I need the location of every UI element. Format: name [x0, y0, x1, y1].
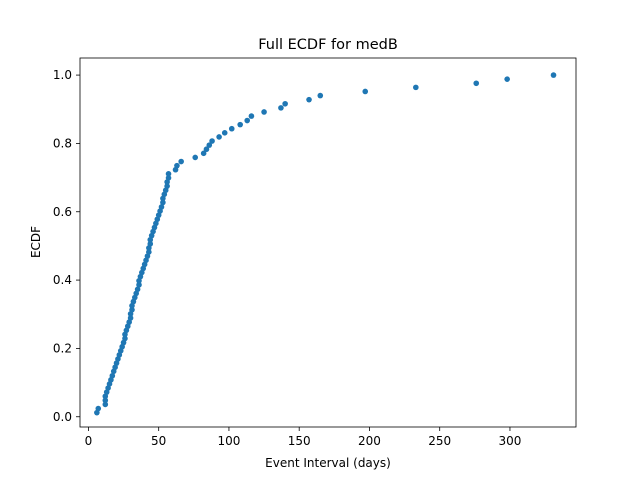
data-point [165, 171, 172, 177]
data-point [102, 401, 109, 408]
data-point [228, 125, 235, 132]
data-points [94, 72, 557, 416]
data-point [134, 286, 141, 293]
y-tick-label: 0.8 [53, 136, 72, 150]
data-point [244, 117, 251, 124]
data-point [158, 204, 165, 210]
y-tick-label: 1.0 [53, 68, 72, 82]
y-axis: 0.0 0.2 0.4 0.6 0.8 1.0 [53, 68, 80, 424]
data-point [136, 282, 142, 288]
data-point [216, 134, 222, 140]
y-tick-label: 0.0 [53, 410, 72, 424]
y-tick-label: 0.6 [53, 205, 72, 219]
x-axis: 0 50 100 150 200 250 300 [85, 427, 522, 448]
x-tick-label: 150 [288, 434, 311, 448]
x-axis-label: Event Interval (days) [265, 456, 391, 470]
y-tick-label: 0.4 [53, 273, 72, 287]
y-tick-label: 0.2 [53, 341, 72, 355]
data-point [127, 315, 134, 321]
data-point [550, 72, 557, 78]
data-point [174, 162, 180, 169]
data-point [102, 397, 109, 404]
data-point [164, 183, 170, 189]
data-point [146, 249, 152, 255]
data-point [504, 76, 510, 82]
data-point [95, 405, 102, 412]
data-point [178, 158, 184, 165]
x-tick-label: 100 [217, 434, 240, 448]
data-point [129, 307, 135, 313]
data-point [473, 80, 480, 87]
data-point [362, 88, 369, 95]
data-point [317, 92, 324, 99]
data-point [165, 175, 172, 181]
x-tick-label: 300 [499, 434, 522, 448]
x-tick-label: 250 [428, 434, 451, 448]
y-axis-label: ECDF [29, 226, 43, 258]
x-tick-label: 0 [85, 434, 93, 448]
data-point [203, 146, 210, 153]
data-point [261, 109, 267, 115]
data-point [192, 154, 199, 161]
x-tick-label: 50 [151, 434, 166, 448]
data-point [209, 138, 215, 144]
data-point [221, 130, 228, 136]
data-point [147, 241, 154, 247]
data-point [248, 113, 255, 119]
chart-title: Full ECDF for medB [258, 37, 398, 53]
data-point [122, 335, 128, 342]
data-point [278, 105, 284, 111]
data-point [413, 84, 419, 91]
plot-area-frame [79, 57, 577, 428]
data-point [206, 142, 213, 148]
data-point [200, 150, 207, 157]
data-point [109, 372, 116, 379]
x-tick-label: 200 [358, 434, 381, 448]
data-point [160, 199, 166, 206]
data-point [282, 100, 288, 107]
data-point [306, 96, 312, 103]
data-point [237, 121, 243, 128]
